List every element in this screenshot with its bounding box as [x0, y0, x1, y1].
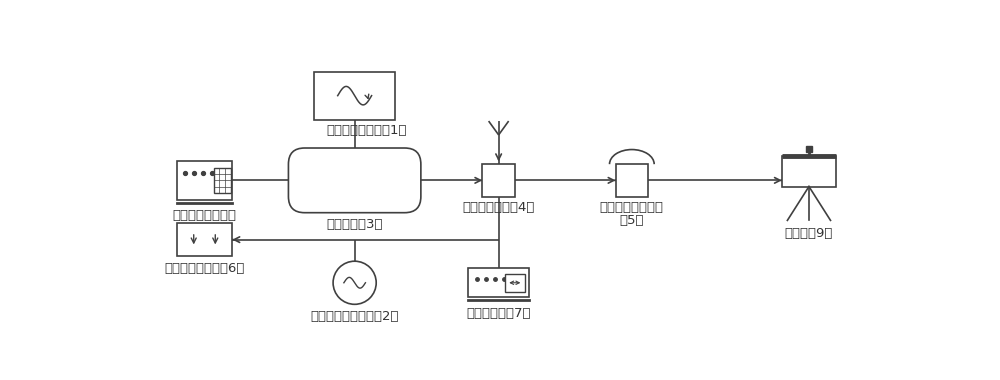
Bar: [177, 223, 232, 256]
Text: （8）: （8）: [192, 222, 217, 235]
FancyBboxPatch shape: [288, 148, 421, 213]
Bar: [616, 164, 648, 196]
Bar: [482, 164, 515, 196]
Text: 智能故障检测模块: 智能故障检测模块: [600, 201, 664, 214]
Bar: [314, 72, 395, 120]
Text: 可调节电路保护器: 可调节电路保护器: [173, 209, 237, 222]
Bar: [214, 168, 231, 193]
Text: 显示屏（9）: 显示屏（9）: [785, 226, 833, 239]
Text: 抗电磁干扰滤波器（2）: 抗电磁干扰滤波器（2）: [310, 310, 399, 323]
Bar: [782, 157, 836, 187]
Text: 雷电感应屏蔽器（1）: 雷电感应屏蔽器（1）: [326, 124, 406, 137]
Text: 集成式散热系统（6）: 集成式散热系统（6）: [164, 262, 245, 275]
Text: 模块化接口（7）: 模块化接口（7）: [466, 307, 531, 320]
Bar: [468, 268, 529, 298]
Text: 电源电路（3）: 电源电路（3）: [326, 218, 383, 231]
Text: 防雷保护装置（4）: 防雷保护装置（4）: [462, 201, 535, 214]
Text: （5）: （5）: [620, 214, 644, 227]
Bar: [505, 274, 525, 292]
Bar: [177, 161, 232, 200]
